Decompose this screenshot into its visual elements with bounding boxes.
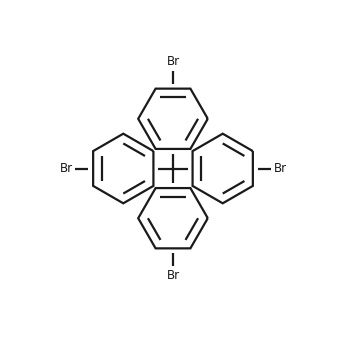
Text: Br: Br	[166, 269, 180, 282]
Text: Br: Br	[60, 162, 73, 175]
Text: Br: Br	[273, 162, 286, 175]
Text: Br: Br	[166, 55, 180, 68]
